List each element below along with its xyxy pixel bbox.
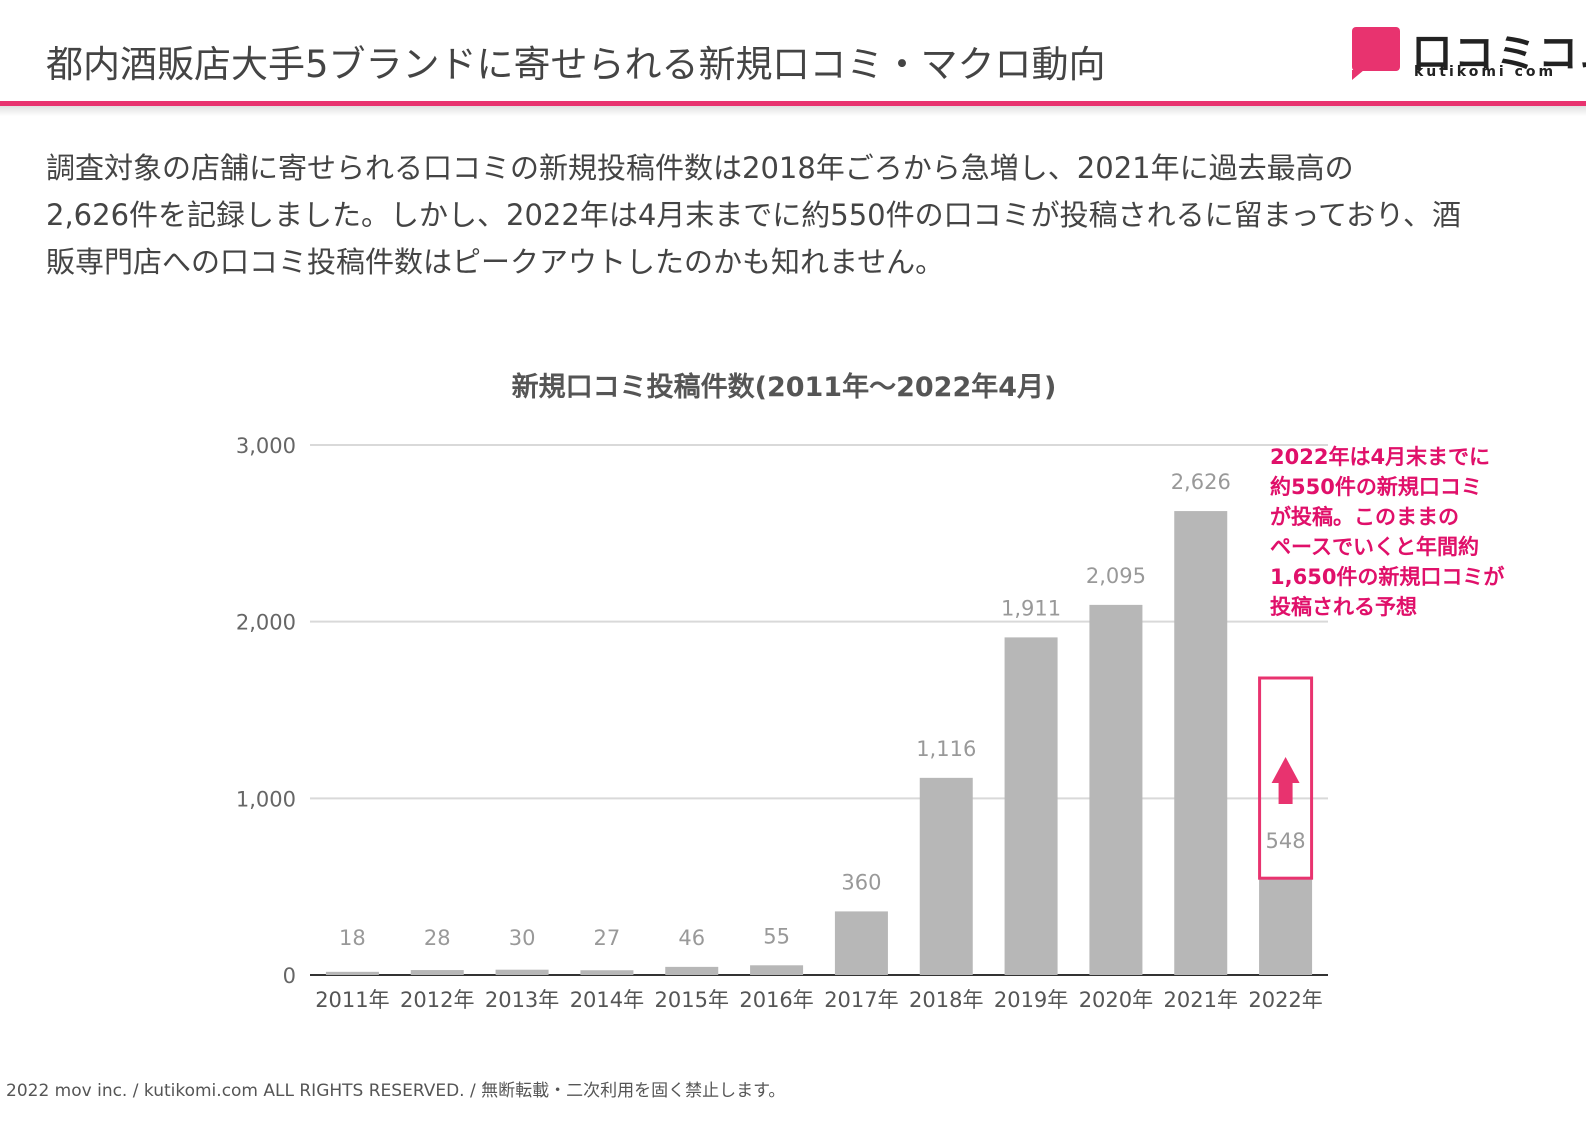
data-label: 46 bbox=[678, 926, 705, 950]
description: 調査対象の店舗に寄せられる口コミの新規投稿件数は2018年ごろから急増し、202… bbox=[46, 145, 1506, 286]
up-arrow-icon bbox=[1271, 757, 1300, 804]
data-label: 18 bbox=[339, 926, 366, 950]
forecast-annotation: 2022年は4月末までに 約550件の新規口コミ が投稿。このままの ペースでい… bbox=[1270, 442, 1570, 622]
x-tick-label: 2016年 bbox=[739, 988, 813, 1012]
brand-logo: 口コミコム kutikomi com bbox=[1352, 27, 1586, 80]
data-label: 2,626 bbox=[1171, 470, 1231, 494]
x-tick-label: 2015年 bbox=[655, 988, 729, 1012]
x-tick-label: 2017年 bbox=[824, 988, 898, 1012]
bar bbox=[834, 911, 888, 975]
description-line: 販専門店への口コミ投稿件数はピークアウトしたのかも知れません。 bbox=[46, 245, 945, 279]
bar bbox=[750, 965, 804, 975]
data-label: 30 bbox=[509, 926, 536, 950]
copyright-footer: 2022 mov inc. / kutikomi.com ALL RIGHTS … bbox=[6, 1081, 786, 1101]
x-tick-label: 2019年 bbox=[994, 988, 1068, 1012]
logo-speech-bubble-icon bbox=[1352, 27, 1400, 80]
annotation-line: 2022年は4月末までに bbox=[1270, 445, 1491, 469]
bar bbox=[919, 777, 973, 975]
chart-gridlines bbox=[310, 444, 1328, 976]
bar bbox=[580, 970, 634, 975]
x-tick-label: 2018年 bbox=[909, 988, 983, 1012]
y-axis-ticks: 0 1,000 2,000 3,000 bbox=[236, 434, 296, 988]
highlight-group bbox=[1258, 676, 1314, 880]
x-tick-label: 2020年 bbox=[1079, 988, 1153, 1012]
annotation-line: ペースでいくと年間約 bbox=[1270, 535, 1479, 559]
bar bbox=[1259, 878, 1313, 975]
bar bbox=[1089, 604, 1143, 975]
logo-subtitle: kutikomi com bbox=[1414, 64, 1557, 80]
y-tick-label: 3,000 bbox=[236, 434, 296, 458]
data-label: 1,911 bbox=[1001, 596, 1061, 620]
x-tick-label: 2022年 bbox=[1248, 988, 1322, 1012]
data-label: 28 bbox=[424, 926, 451, 950]
bar bbox=[665, 966, 719, 975]
data-label: 360 bbox=[841, 870, 881, 894]
annotation-line: 約550件の新規口コミ bbox=[1270, 475, 1482, 499]
chart-data-labels: 18 28 30 27 46 55 360 1,116 1,911 2,095 2,626 548 bbox=[339, 470, 1306, 950]
data-label: 2,095 bbox=[1086, 564, 1146, 588]
y-tick-label: 1,000 bbox=[236, 787, 296, 811]
x-axis-ticks: 2011年 2012年 2013年 2014年 2015年 2016年 2017年 2018年… bbox=[315, 988, 1323, 1012]
x-tick-label: 2014年 bbox=[570, 988, 644, 1012]
y-tick-label: 2,000 bbox=[236, 611, 296, 635]
logo-name: 口コミコム bbox=[1412, 31, 1586, 77]
x-tick-label: 2021年 bbox=[1164, 988, 1238, 1012]
description-line: 2,626件を記録しました。しかし、2022年は4月末までに約550件の口コミが… bbox=[46, 198, 1461, 232]
bar bbox=[1174, 511, 1228, 975]
data-label: 548 bbox=[1266, 829, 1306, 853]
chart-title: 新規口コミ投稿件数(2011年～2022年4月) bbox=[512, 371, 1057, 403]
bar bbox=[1004, 637, 1058, 975]
data-label: 1,116 bbox=[916, 737, 976, 761]
x-tick-label: 2011年 bbox=[315, 988, 389, 1012]
bar bbox=[495, 969, 549, 975]
annotation-line: 1,650件の新規口コミが bbox=[1270, 565, 1505, 589]
data-label: 55 bbox=[763, 924, 790, 948]
forecast-highlight-box bbox=[1258, 676, 1314, 880]
annotation-line: が投稿。このままの bbox=[1270, 505, 1459, 529]
header-shadow bbox=[0, 106, 1586, 116]
annotation-line: 投稿される予想 bbox=[1270, 595, 1417, 619]
chart-bars bbox=[325, 511, 1313, 975]
y-tick-label: 0 bbox=[283, 964, 296, 988]
bar bbox=[325, 971, 379, 975]
description-line: 調査対象の店舗に寄せられる口コミの新規投稿件数は2018年ごろから急増し、202… bbox=[46, 151, 1354, 185]
data-label: 27 bbox=[594, 926, 621, 950]
header-divider bbox=[0, 101, 1586, 106]
bar bbox=[410, 970, 464, 975]
x-tick-label: 2013年 bbox=[485, 988, 559, 1012]
x-tick-label: 2012年 bbox=[400, 988, 474, 1012]
bar-chart: 新規口コミ投稿件数(2011年～2022年4月) 0 1,000 2,000 3,00… bbox=[236, 371, 1328, 1012]
page-title: 都内酒販店大手5ブランドに寄せられる新規口コミ・マクロ動向 bbox=[46, 43, 1106, 86]
